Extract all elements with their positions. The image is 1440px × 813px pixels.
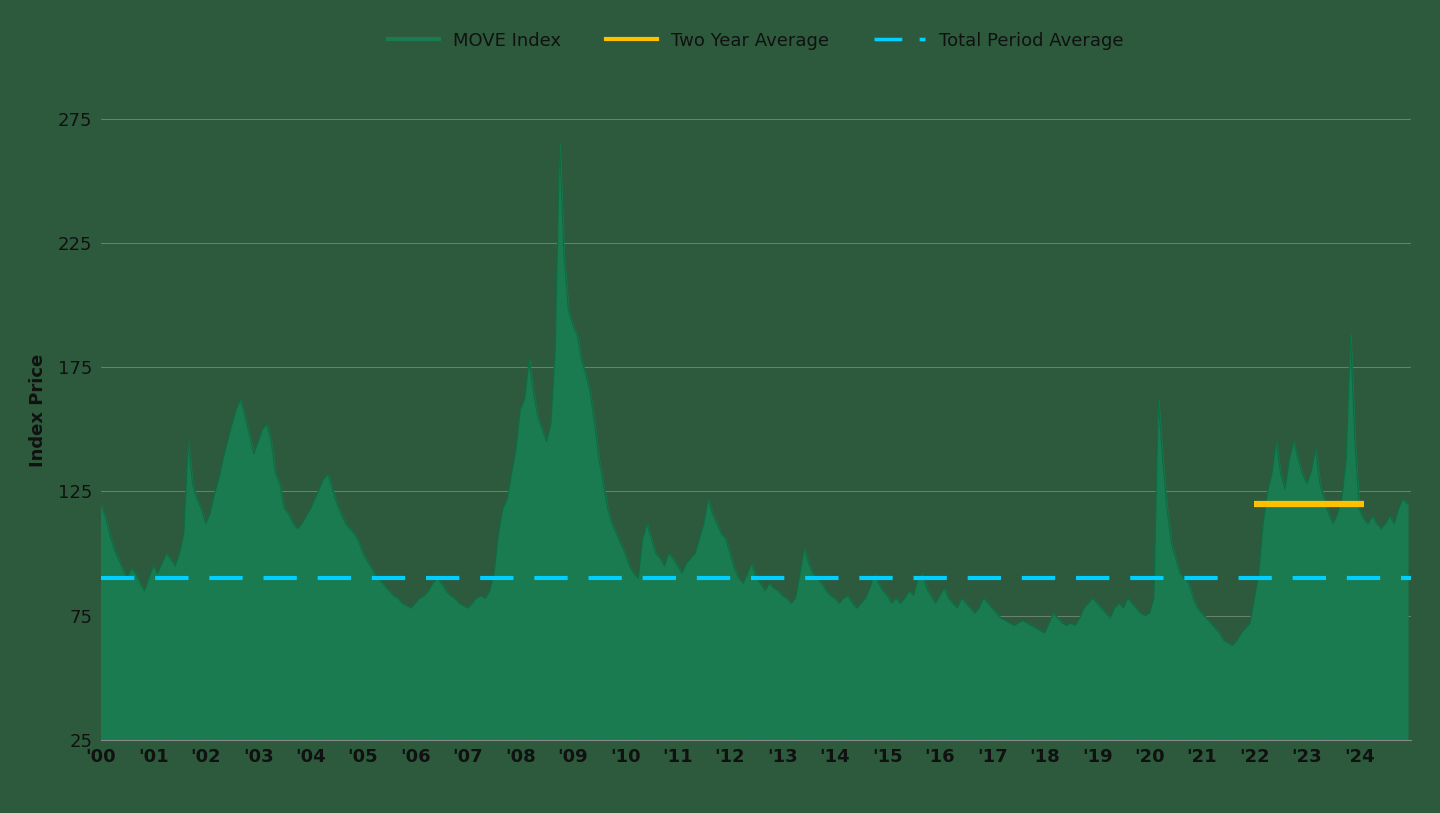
Y-axis label: Index Price: Index Price <box>29 354 48 467</box>
Legend: MOVE Index, Two Year Average, Total Period Average: MOVE Index, Two Year Average, Total Peri… <box>382 24 1130 57</box>
